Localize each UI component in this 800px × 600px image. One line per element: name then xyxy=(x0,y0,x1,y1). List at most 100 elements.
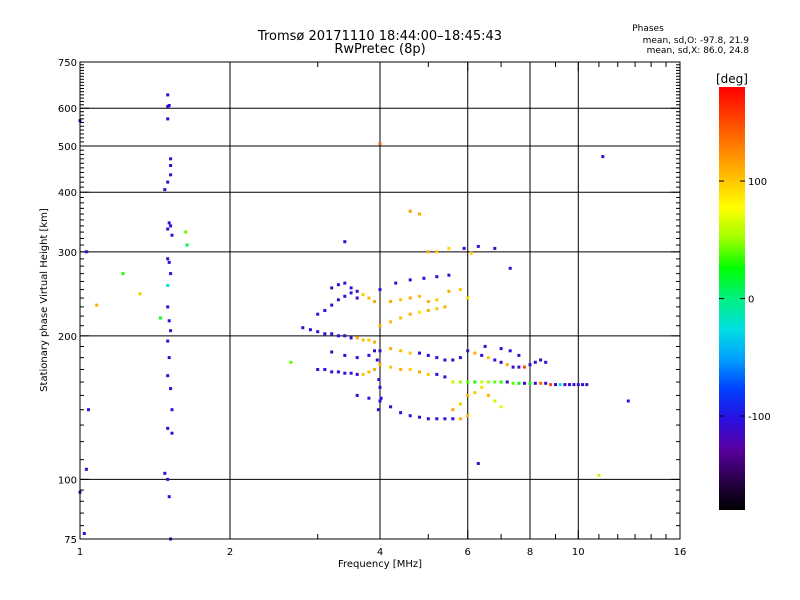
data-point xyxy=(166,180,170,184)
data-point xyxy=(435,417,439,421)
y-tick-label: 300 xyxy=(58,248,77,259)
data-point xyxy=(367,338,371,342)
x-tick-label: 6 xyxy=(465,547,471,558)
data-point xyxy=(517,381,521,385)
data-point xyxy=(169,157,173,161)
x-tick-label: 16 xyxy=(674,547,687,558)
data-point xyxy=(426,417,430,421)
data-point xyxy=(554,383,557,387)
data-point xyxy=(435,307,439,311)
x-tick-label: 1 xyxy=(77,547,83,558)
data-points xyxy=(78,93,630,541)
data-point xyxy=(539,381,543,385)
y-tick-label: 400 xyxy=(58,188,77,199)
data-point xyxy=(435,298,439,302)
grid-layer xyxy=(80,62,680,539)
data-point xyxy=(166,477,170,481)
data-point xyxy=(493,380,497,384)
data-point xyxy=(87,408,90,412)
data-point xyxy=(581,383,585,387)
data-point xyxy=(422,276,426,280)
data-point xyxy=(505,363,509,367)
data-point xyxy=(458,288,462,292)
data-point xyxy=(361,338,365,342)
data-point xyxy=(399,316,403,320)
data-point xyxy=(158,316,162,320)
data-point xyxy=(330,303,334,307)
data-point xyxy=(166,257,170,261)
data-point xyxy=(568,383,571,387)
data-point xyxy=(170,233,174,237)
data-point xyxy=(84,467,88,471)
data-point xyxy=(523,365,526,369)
data-point xyxy=(597,473,601,477)
data-point xyxy=(626,399,630,403)
data-point xyxy=(539,358,543,362)
data-point xyxy=(121,272,125,276)
data-point xyxy=(486,380,490,384)
data-point xyxy=(323,368,327,371)
data-point xyxy=(316,330,320,334)
data-point xyxy=(508,266,512,270)
data-point xyxy=(336,334,340,338)
data-point xyxy=(336,298,340,302)
phases-box-title: Phases xyxy=(632,24,664,34)
colorbar-ticks: -100 0 100 xyxy=(719,177,771,423)
data-point xyxy=(458,402,462,406)
data-point xyxy=(418,370,421,374)
data-point xyxy=(435,372,439,376)
data-point xyxy=(528,381,532,385)
data-point xyxy=(499,405,503,409)
data-point xyxy=(533,360,537,364)
data-point xyxy=(426,250,430,254)
data-point xyxy=(355,372,359,376)
data-point xyxy=(169,329,173,333)
data-point xyxy=(349,291,353,295)
data-point xyxy=(451,417,455,421)
data-point xyxy=(167,356,171,360)
data-point xyxy=(466,393,470,397)
data-point xyxy=(523,381,526,385)
data-point xyxy=(167,260,171,264)
data-point xyxy=(336,283,340,287)
data-point xyxy=(373,368,376,371)
data-point xyxy=(426,300,430,303)
data-point xyxy=(451,358,455,362)
data-point xyxy=(505,380,509,384)
data-point xyxy=(549,383,553,387)
data-point xyxy=(480,385,484,389)
data-point xyxy=(166,117,170,121)
data-point xyxy=(378,385,382,389)
data-point xyxy=(443,305,447,309)
data-point xyxy=(166,227,170,231)
data-point xyxy=(82,532,86,535)
data-point xyxy=(447,246,451,250)
data-point xyxy=(389,320,393,324)
data-point xyxy=(473,391,477,395)
data-point xyxy=(170,431,174,435)
data-point xyxy=(343,371,347,375)
data-point xyxy=(166,93,170,97)
data-point xyxy=(378,288,382,292)
data-point xyxy=(418,415,421,419)
data-point xyxy=(458,417,462,421)
data-point xyxy=(84,250,88,254)
data-point xyxy=(517,353,521,357)
data-point xyxy=(399,298,403,302)
data-point xyxy=(95,303,99,307)
data-point xyxy=(378,349,382,353)
data-point xyxy=(378,142,382,146)
data-point xyxy=(466,349,470,353)
data-point xyxy=(576,383,580,387)
y-tick-label: 100 xyxy=(58,475,77,486)
data-point xyxy=(330,332,334,336)
data-point xyxy=(367,353,371,357)
chart-subtitle: RwPretec (8p) xyxy=(334,42,425,57)
data-point xyxy=(528,363,532,367)
data-point xyxy=(443,358,447,362)
data-point xyxy=(349,371,353,375)
phases-box-line-o: mean, sd,O: -97.8, 21.9 xyxy=(643,36,750,46)
y-tick-label: 500 xyxy=(58,142,77,153)
data-point xyxy=(458,356,462,360)
data-point xyxy=(408,209,412,213)
